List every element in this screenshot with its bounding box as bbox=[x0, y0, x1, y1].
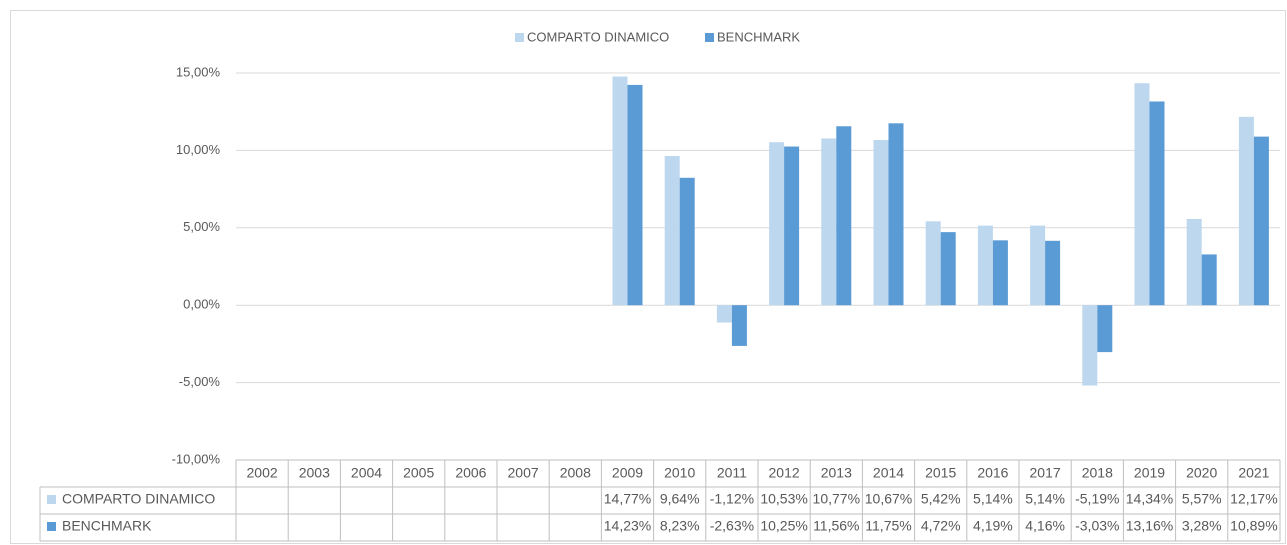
bar bbox=[1201, 254, 1217, 306]
x-tick-label: 2009 bbox=[612, 465, 643, 481]
table-value: -1,12% bbox=[710, 491, 754, 507]
x-tick-label: 2007 bbox=[508, 465, 539, 481]
bar bbox=[1238, 116, 1254, 306]
bar bbox=[679, 177, 695, 306]
legend-swatch bbox=[515, 33, 524, 42]
legend-key bbox=[47, 495, 56, 504]
y-tick-label: -5,00% bbox=[179, 374, 221, 389]
x-tick-label: 2011 bbox=[717, 465, 747, 481]
bar bbox=[664, 155, 680, 306]
x-tick-label: 2005 bbox=[403, 465, 434, 481]
x-tick-label: 2004 bbox=[351, 465, 382, 481]
table-value: -5,19% bbox=[1075, 491, 1119, 507]
bar bbox=[1149, 101, 1165, 306]
x-tick-label: 2014 bbox=[873, 465, 904, 481]
table-value: 4,16% bbox=[1025, 518, 1065, 534]
legend-key bbox=[47, 522, 56, 531]
y-tick-label: 0,00% bbox=[183, 297, 220, 312]
table-value: 11,75% bbox=[865, 518, 911, 534]
bar bbox=[1134, 83, 1150, 306]
table-value: 8,23% bbox=[660, 518, 700, 534]
chart-border bbox=[10, 10, 1286, 544]
legend-label: BENCHMARK bbox=[717, 29, 800, 44]
x-tick-label: 2008 bbox=[560, 465, 591, 481]
x-tick-label: 2016 bbox=[977, 465, 1008, 481]
bar bbox=[627, 84, 643, 306]
table-value: 5,14% bbox=[973, 491, 1013, 507]
table-value: -3,03% bbox=[1075, 518, 1119, 534]
x-tick-label: 2020 bbox=[1186, 465, 1217, 481]
bar bbox=[992, 240, 1008, 306]
table-value: 9,64% bbox=[660, 491, 700, 507]
bar bbox=[1082, 305, 1098, 386]
x-tick-label: 2013 bbox=[821, 465, 852, 481]
bar bbox=[940, 232, 956, 306]
x-tick-label: 2021 bbox=[1238, 465, 1269, 481]
bar bbox=[873, 140, 889, 306]
y-tick-label: 10,00% bbox=[176, 142, 221, 157]
row-label: BENCHMARK bbox=[62, 518, 152, 534]
table-value: 10,77% bbox=[813, 491, 860, 507]
table-value: 10,67% bbox=[865, 491, 912, 507]
bar bbox=[821, 138, 837, 306]
bar bbox=[784, 146, 800, 306]
legend-swatch bbox=[705, 33, 714, 42]
x-tick-label: 2012 bbox=[769, 465, 800, 481]
table-value: 4,72% bbox=[921, 518, 961, 534]
x-tick-label: 2018 bbox=[1082, 465, 1113, 481]
table-value: 10,53% bbox=[760, 491, 807, 507]
bar bbox=[1097, 305, 1113, 353]
table-value: 4,19% bbox=[973, 518, 1013, 534]
legend-label: COMPARTO DINAMICO bbox=[527, 29, 669, 44]
table-value: 13,16% bbox=[1126, 518, 1173, 534]
bar bbox=[836, 126, 852, 306]
table-value: 10,89% bbox=[1230, 518, 1277, 534]
x-tick-label: 2002 bbox=[247, 465, 278, 481]
table-value: 10,25% bbox=[760, 518, 807, 534]
x-tick-label: 2017 bbox=[1030, 465, 1061, 481]
table-value: 14,23% bbox=[604, 518, 651, 534]
bar bbox=[731, 305, 747, 346]
table-value: 5,57% bbox=[1182, 491, 1222, 507]
x-tick-label: 2010 bbox=[664, 465, 695, 481]
table-value: 5,42% bbox=[921, 491, 961, 507]
x-tick-label: 2019 bbox=[1134, 465, 1165, 481]
table-value: 14,77% bbox=[604, 491, 651, 507]
y-tick-label: 5,00% bbox=[183, 219, 220, 234]
table-value: 5,14% bbox=[1025, 491, 1065, 507]
bar bbox=[1253, 136, 1269, 306]
bar bbox=[1045, 240, 1061, 306]
table-value: 14,34% bbox=[1126, 491, 1173, 507]
bar bbox=[769, 142, 785, 306]
table-value: -2,63% bbox=[710, 518, 754, 534]
bar bbox=[612, 76, 628, 306]
bar bbox=[1186, 218, 1202, 306]
y-tick-label: -10,00% bbox=[172, 451, 221, 466]
bar bbox=[1030, 225, 1046, 306]
x-tick-label: 2006 bbox=[455, 465, 486, 481]
bar bbox=[716, 305, 732, 323]
y-tick-label: 15,00% bbox=[176, 64, 221, 79]
bar bbox=[925, 221, 941, 306]
table-value: 3,28% bbox=[1182, 518, 1222, 534]
table-value: 12,17% bbox=[1230, 491, 1277, 507]
bar bbox=[888, 123, 904, 306]
x-tick-label: 2015 bbox=[925, 465, 956, 481]
x-tick-label: 2003 bbox=[299, 465, 330, 481]
row-label: COMPARTO DINAMICO bbox=[62, 491, 215, 507]
bar bbox=[977, 225, 993, 306]
table-value: 11,56% bbox=[813, 518, 859, 534]
